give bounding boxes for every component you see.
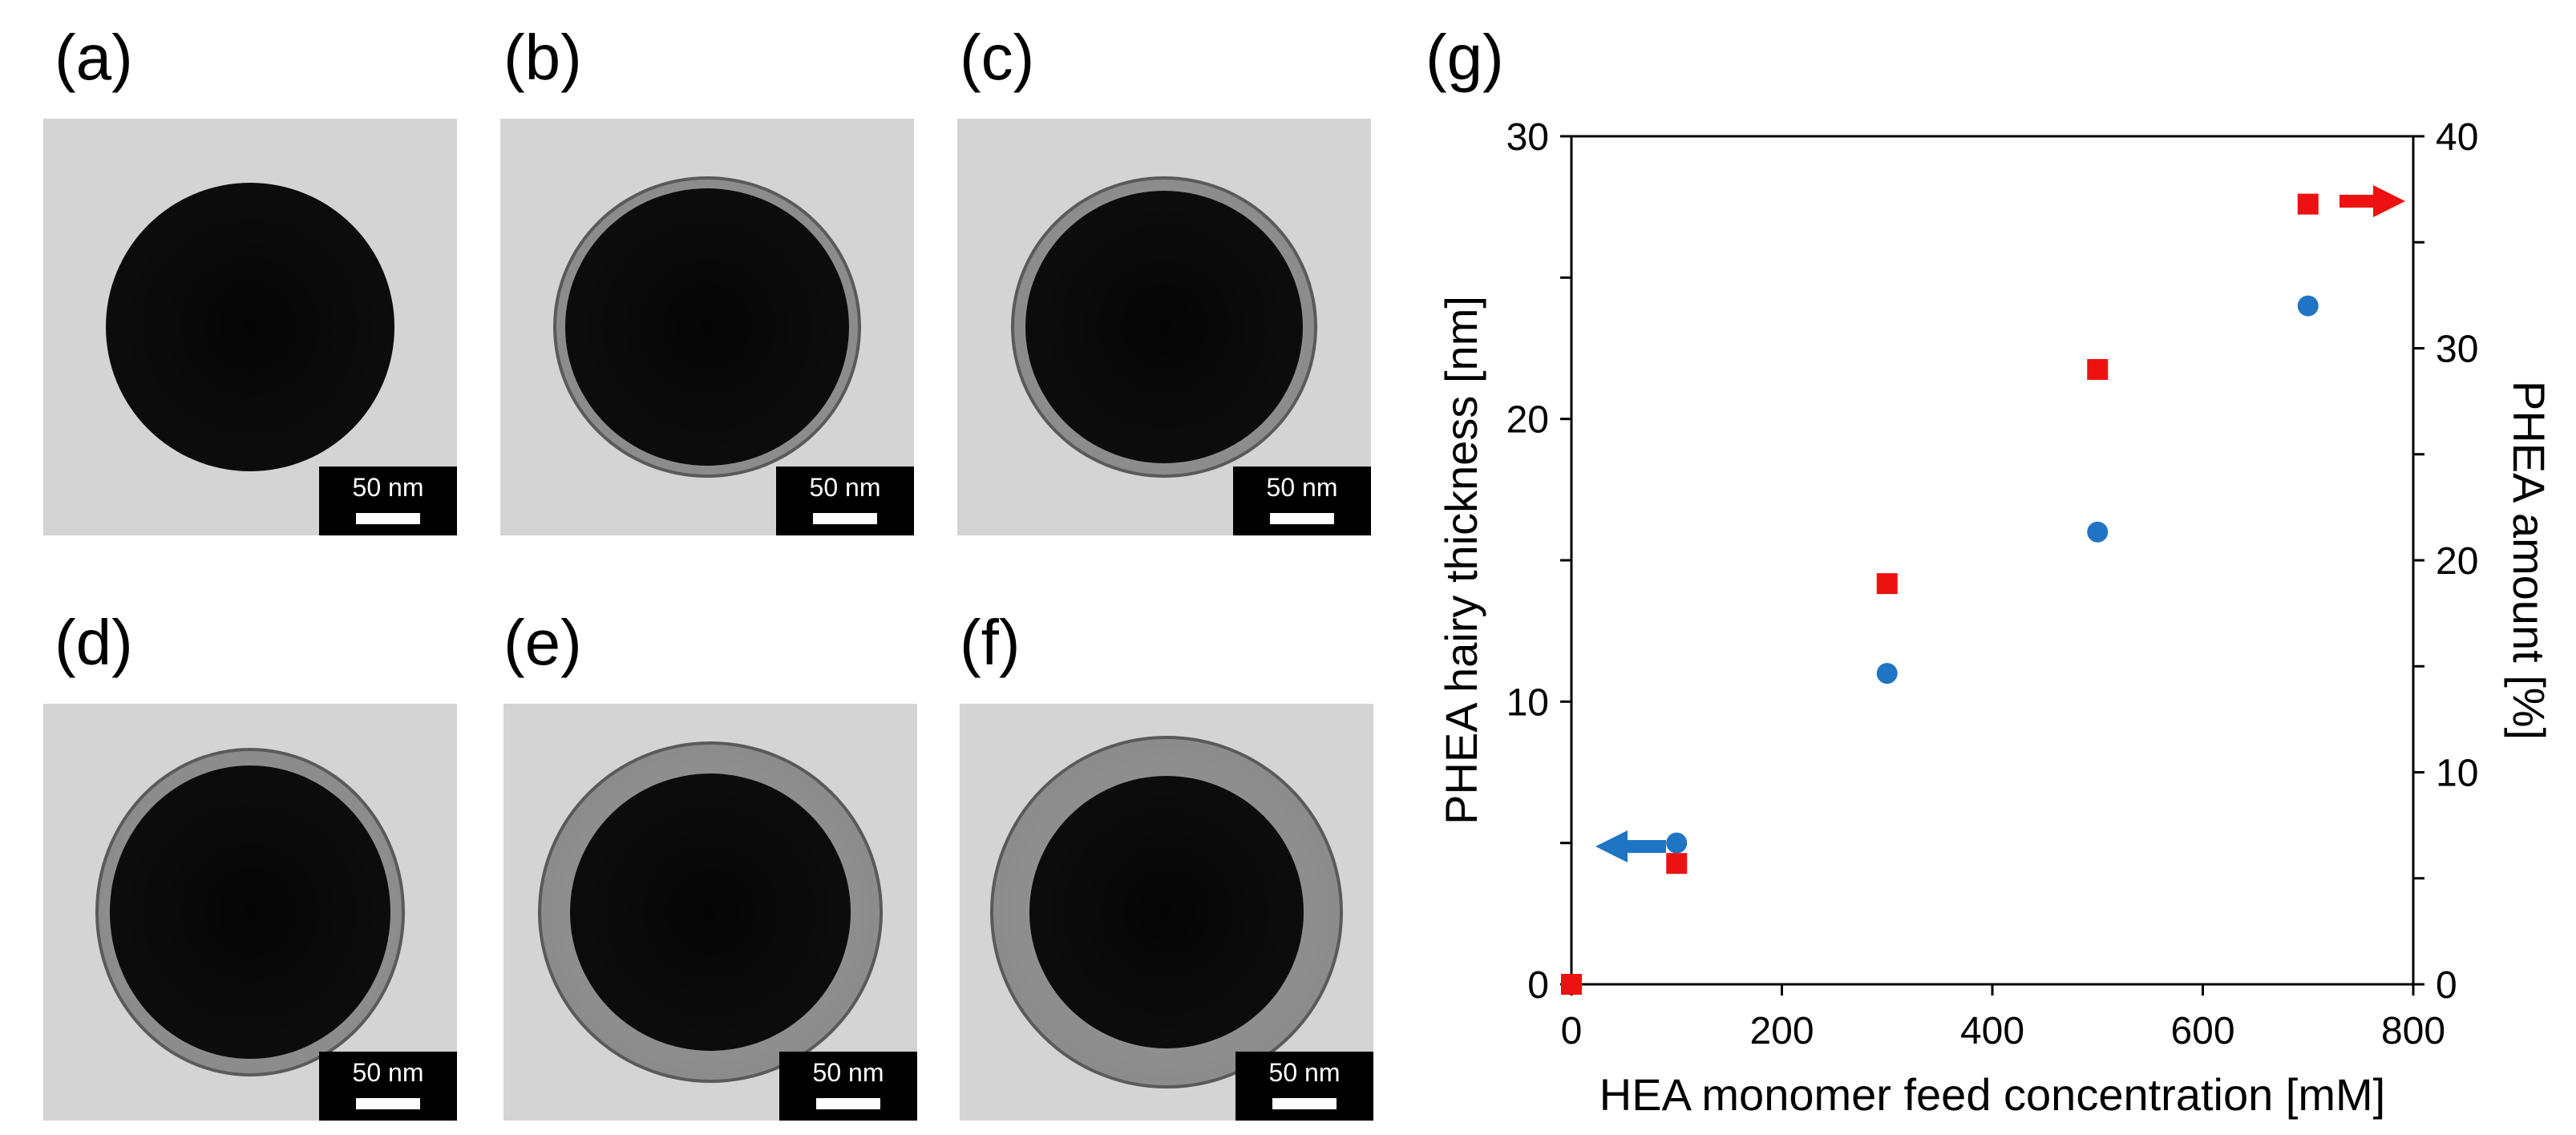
- y-tick-label-right: 10: [2436, 753, 2478, 795]
- data-point-square: [1666, 853, 1688, 874]
- y-axis-label-left: PHEA hairy thickness [nm]: [1436, 296, 1486, 825]
- data-point-circle: [2087, 521, 2109, 543]
- panel-label-g: (g): [1425, 22, 1504, 93]
- scale-bar-label: 50 nm: [809, 473, 881, 502]
- scale-bar-label: 50 nm: [812, 1058, 884, 1087]
- x-axis-label: HEA monomer feed concentration [mM]: [1599, 1069, 2385, 1120]
- panel-label-f: (f): [960, 607, 1021, 678]
- scale-bar: 50 nm: [1235, 1052, 1373, 1121]
- scale-bar-line: [1272, 1098, 1337, 1109]
- scale-bar-label: 50 nm: [1266, 473, 1338, 502]
- particle-core: [565, 188, 849, 466]
- panel-label-c: (c): [960, 22, 1035, 93]
- scale-bar: 50 nm: [319, 1052, 457, 1121]
- data-point-circle: [2297, 295, 2319, 317]
- scale-bar: 50 nm: [779, 1052, 917, 1121]
- y-tick-label-right: 30: [2436, 329, 2478, 371]
- particle-shell: [990, 736, 1343, 1089]
- data-markers: [1561, 193, 2319, 995]
- scale-bar-line: [356, 1098, 420, 1109]
- axis-ticks: [1560, 135, 2424, 996]
- y-tick-label-right: 40: [2436, 116, 2478, 159]
- scale-bar: 50 nm: [776, 467, 914, 535]
- panel-label-e: (e): [503, 607, 582, 678]
- tem-image-e: 50 nm: [503, 704, 917, 1121]
- scale-bar-label: 50 nm: [1268, 1058, 1341, 1087]
- tem-image-d: 50 nm: [43, 704, 457, 1121]
- x-tick-label: 600: [2170, 1010, 2234, 1052]
- particle-core: [1025, 191, 1303, 463]
- x-tick-label: 200: [1749, 1010, 1814, 1052]
- data-point-square: [1876, 573, 1898, 595]
- tem-image-a: 50 nm: [43, 119, 457, 535]
- panel-label-b: (b): [503, 22, 582, 93]
- y-tick-label-left: 30: [1506, 116, 1549, 159]
- y-tick-label-right: 0: [2436, 964, 2457, 1007]
- data-point-circle: [1666, 832, 1688, 854]
- left-axis-arrow-icon: [1595, 830, 1666, 862]
- particle-shell: [538, 741, 883, 1083]
- x-tick-label: 800: [2381, 1010, 2445, 1052]
- panel-label-a: (a): [55, 22, 133, 93]
- particle-shell: [553, 176, 861, 478]
- scale-bar: 50 nm: [319, 467, 457, 535]
- x-tick-label: 400: [1960, 1010, 2024, 1052]
- y-tick-label-left: 0: [1527, 964, 1549, 1007]
- right-axis-arrow-icon: [2339, 185, 2405, 217]
- y-tick-label-right: 20: [2436, 540, 2478, 583]
- particle-shell: [95, 748, 405, 1076]
- panel-label-d: (d): [55, 607, 133, 678]
- scale-bar-label: 50 nm: [352, 1058, 424, 1087]
- scale-bar-line: [356, 513, 420, 524]
- scale-bar-line: [1270, 513, 1334, 524]
- y-tick-label-left: 20: [1506, 399, 1549, 442]
- y-tick-label-left: 10: [1506, 681, 1549, 724]
- particle-core: [570, 773, 851, 1051]
- data-point-square: [2087, 358, 2109, 380]
- x-tick-label: 0: [1561, 1010, 1583, 1052]
- particle-core: [110, 765, 390, 1059]
- data-point-circle: [1876, 663, 1898, 685]
- scale-bar-label: 50 nm: [352, 473, 424, 502]
- data-point-square: [2297, 193, 2319, 215]
- particle-core: [1029, 776, 1304, 1048]
- scale-bar-line: [816, 1098, 880, 1109]
- scale-bar: 50 nm: [1233, 467, 1371, 535]
- tem-image-f: 50 nm: [960, 704, 1373, 1121]
- scale-bar-line: [813, 513, 877, 524]
- particle-shell: [1011, 176, 1317, 478]
- particle-core: [106, 183, 394, 471]
- plot-area: [1570, 135, 2415, 986]
- data-point-square: [1561, 974, 1582, 995]
- tem-image-b: 50 nm: [500, 119, 914, 535]
- y-axis-label-right: PHEA amount [%]: [2504, 381, 2554, 740]
- tem-image-c: 50 nm: [957, 119, 1371, 535]
